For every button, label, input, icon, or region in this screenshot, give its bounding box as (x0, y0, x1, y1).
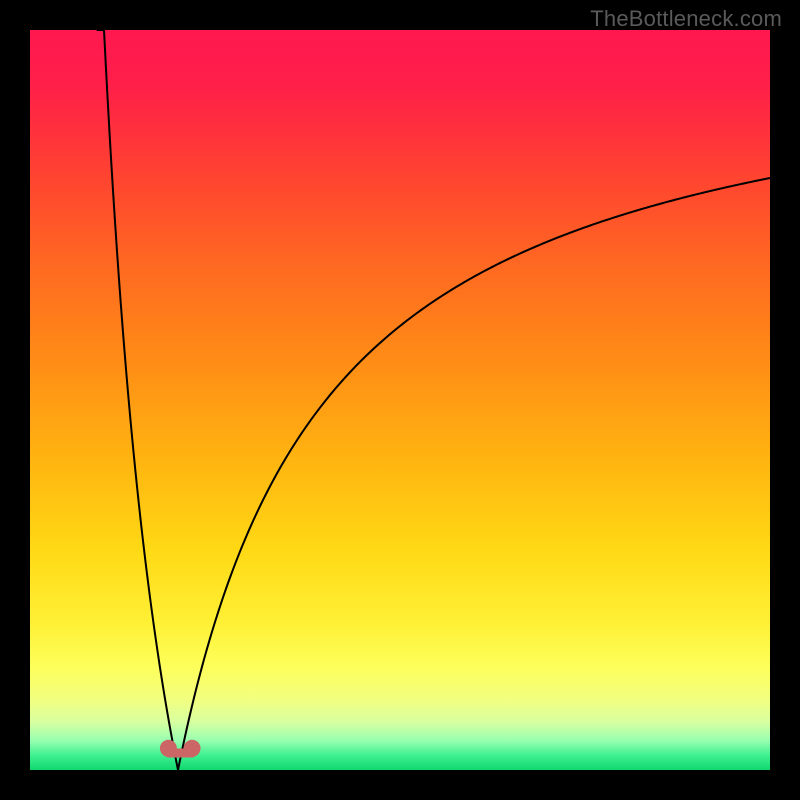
gradient-background (30, 30, 770, 770)
plot-area (30, 30, 770, 770)
watermark-text: TheBottleneck.com (590, 6, 782, 32)
endpoint-marker-2 (184, 740, 201, 757)
chart-frame: TheBottleneck.com (0, 0, 800, 800)
chart-svg (30, 30, 770, 770)
endpoint-marker-1 (160, 740, 177, 757)
